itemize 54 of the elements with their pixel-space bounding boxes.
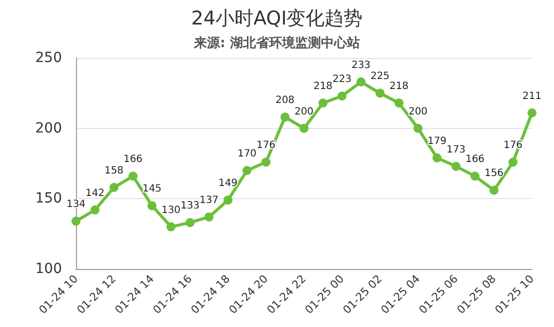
- data-label: 149: [218, 178, 238, 190]
- point: [280, 112, 290, 122]
- data-label: 200: [408, 106, 428, 118]
- point: [414, 124, 422, 133]
- point: [470, 172, 480, 181]
- data-label: 173: [446, 144, 466, 156]
- chart-title: 24小时AQI变化趋势: [191, 8, 363, 30]
- point: [110, 182, 118, 192]
- point: [72, 216, 80, 226]
- point: [528, 108, 536, 118]
- data-label: 170: [237, 148, 257, 160]
- point: [262, 158, 270, 167]
- data-label: 145: [142, 184, 162, 195]
- data-label: 137: [199, 194, 219, 206]
- point: [300, 124, 308, 133]
- data-label: 211: [522, 90, 542, 102]
- y-tick-label: 150: [35, 190, 62, 207]
- data-label: 133: [180, 200, 200, 212]
- point: [166, 222, 176, 232]
- data-label: 166: [123, 154, 143, 166]
- data-label: 156: [484, 168, 504, 180]
- data-label: 158: [104, 165, 124, 176]
- point: [242, 166, 252, 176]
- point: [128, 172, 138, 181]
- chart-subtitle: 来源: 湖北省环境监测中心站: [193, 35, 360, 51]
- data-label: 130: [161, 204, 181, 216]
- data-label: 179: [427, 136, 447, 147]
- point: [338, 91, 346, 100]
- data-label: 134: [66, 199, 86, 210]
- data-label: 218: [389, 81, 409, 92]
- point: [394, 98, 404, 108]
- point: [148, 201, 156, 210]
- data-label: 225: [370, 71, 390, 82]
- data-label: 166: [465, 154, 485, 166]
- point: [224, 196, 232, 205]
- point: [376, 88, 384, 98]
- data-label: 223: [332, 74, 352, 85]
- point: [186, 218, 194, 228]
- point: [356, 77, 366, 86]
- data-label: 233: [351, 60, 371, 71]
- point: [204, 212, 214, 222]
- point: [490, 186, 498, 195]
- y-tick-label: 250: [35, 50, 62, 66]
- point: [318, 98, 328, 108]
- point: [432, 153, 442, 162]
- point: [508, 158, 518, 167]
- point: [452, 162, 460, 171]
- y-tick-label: 100: [35, 261, 62, 277]
- point: [90, 205, 100, 214]
- data-label: 218: [313, 81, 333, 92]
- y-tick-label: 200: [35, 120, 62, 136]
- data-label: 208: [275, 95, 295, 106]
- data-label: 142: [85, 188, 105, 199]
- data-label: 200: [294, 106, 314, 118]
